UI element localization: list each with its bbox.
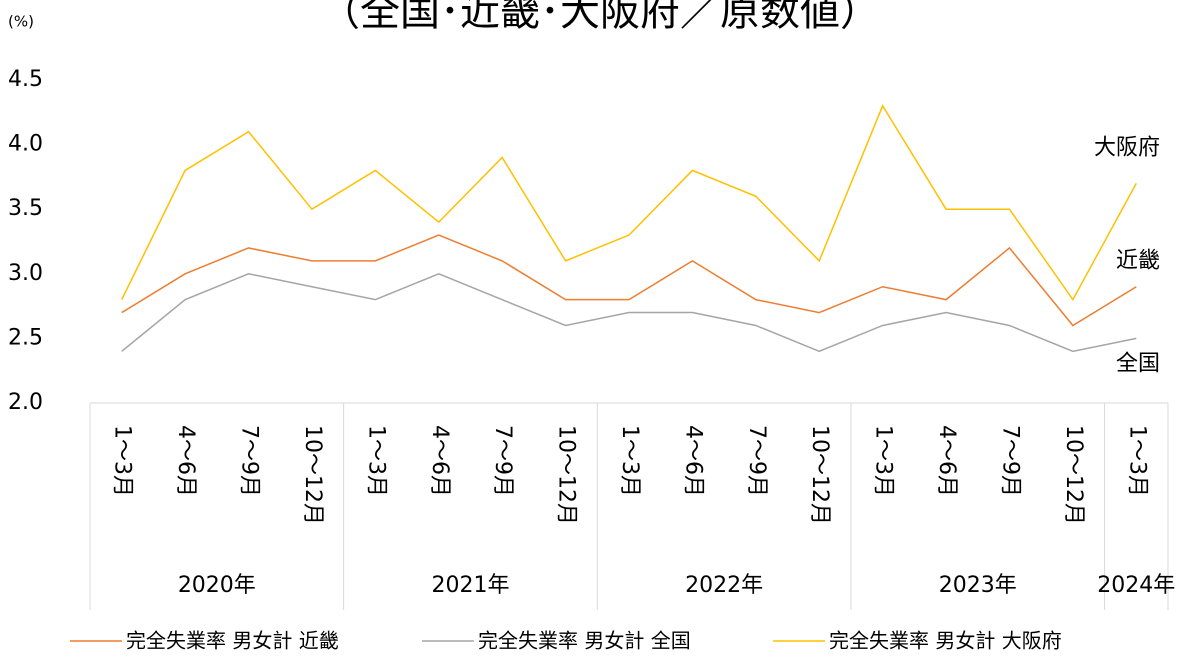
year-label: 2024年 — [1097, 573, 1175, 598]
x-tick-label: 7～9月 — [744, 425, 769, 497]
x-tick-label: 10～12月 — [300, 425, 325, 525]
legend-label: 完全失業率 男女計 近畿 — [126, 629, 339, 653]
chart-title: （全国･近畿･大阪府／原数値） — [320, 0, 880, 35]
y-tick-label: 3.0 — [8, 261, 43, 286]
year-label: 2023年 — [939, 573, 1017, 598]
x-tick-label: 1～3月 — [1124, 425, 1149, 497]
x-tick-label: 10～12月 — [807, 425, 832, 525]
year-label: 2021年 — [431, 573, 509, 598]
x-tick-label: 4～6月 — [173, 425, 198, 497]
year-label: 2020年 — [178, 573, 256, 598]
y-tick-label: 2.0 — [8, 390, 43, 415]
series-line — [121, 104, 1137, 302]
legend-label: 完全失業率 男女計 全国 — [478, 629, 691, 653]
x-tick-label: 10～12月 — [554, 425, 579, 525]
x-tick-label: 4～6月 — [934, 425, 959, 497]
year-label: 2022年 — [685, 573, 763, 598]
x-tick-label: 4～6月 — [680, 425, 705, 497]
x-tick-label: 1～3月 — [617, 425, 642, 497]
x-tick-label: 1～3月 — [110, 425, 135, 497]
series-annotation: 全国 — [1116, 351, 1160, 376]
x-tick-label: 1～3月 — [871, 425, 896, 497]
x-tick-label: 7～9月 — [997, 425, 1022, 497]
x-tick-label: 4～6月 — [427, 425, 452, 497]
y-tick-label: 3.5 — [8, 196, 43, 221]
series-annotation: 近畿 — [1116, 249, 1160, 274]
series-line — [121, 272, 1137, 353]
y-unit: (%) — [8, 13, 34, 31]
legend-label: 完全失業率 男女計 大阪府 — [829, 629, 1062, 653]
y-tick-label: 4.5 — [8, 67, 43, 92]
series-annotation: 大阪府 — [1094, 135, 1160, 160]
y-tick-label: 4.0 — [8, 132, 43, 157]
y-tick-label: 2.5 — [8, 325, 43, 350]
x-tick-label: 7～9月 — [237, 425, 262, 497]
x-tick-label: 10～12月 — [1061, 425, 1086, 525]
x-tick-label: 7～9月 — [490, 425, 515, 497]
series-line — [121, 234, 1137, 327]
x-tick-label: 1～3月 — [363, 425, 388, 497]
